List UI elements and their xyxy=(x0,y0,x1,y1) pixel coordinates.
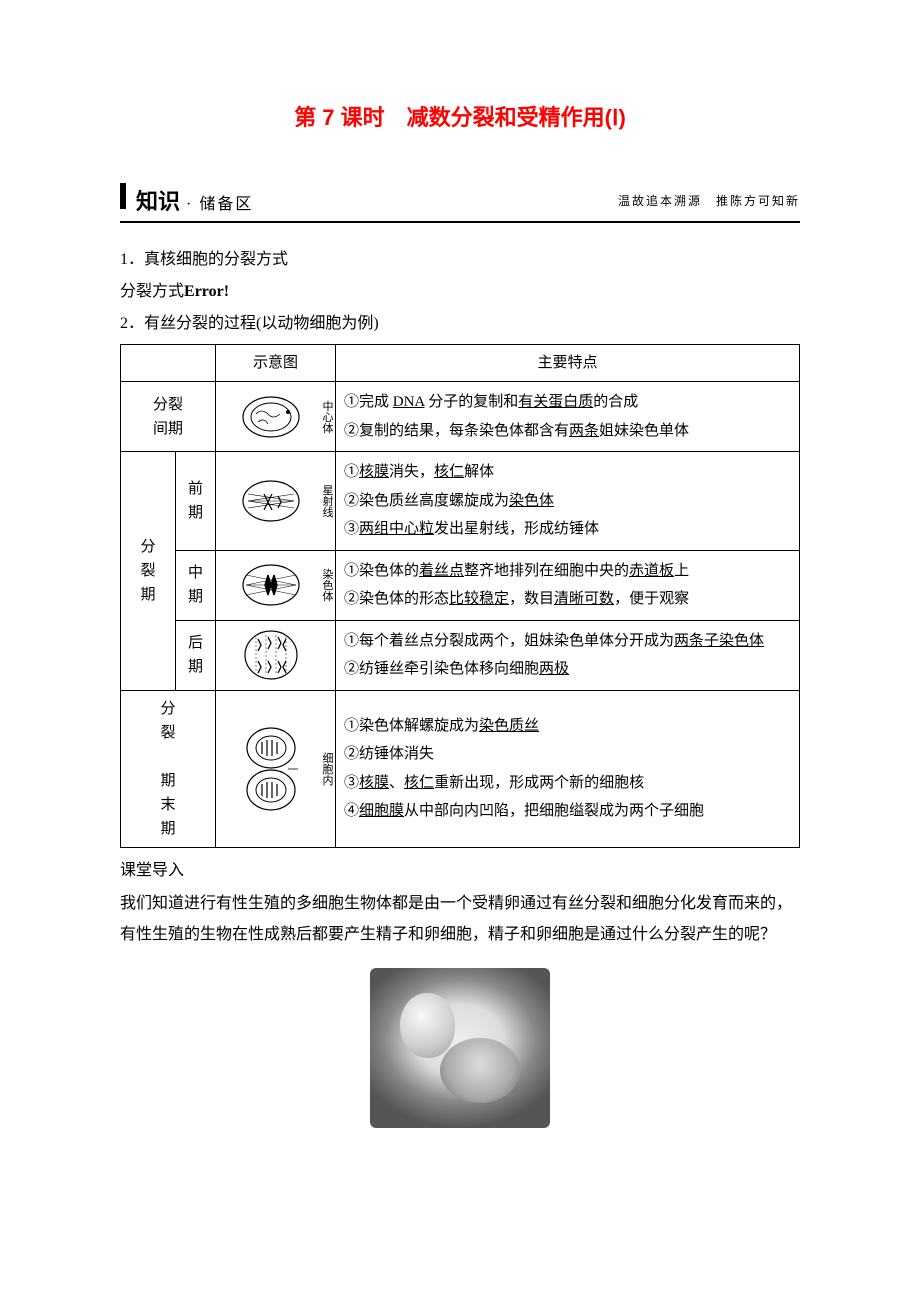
point-1-num: 1． xyxy=(120,251,144,268)
metaphase-cell-icon xyxy=(236,560,316,610)
phase-interphase: 分裂间期 xyxy=(121,382,216,452)
sub-metaphase: 中期 xyxy=(176,550,216,620)
point-1-detail: 分裂方式Error! xyxy=(120,279,800,305)
phase-telophase: 分裂期末期 xyxy=(121,690,216,847)
diagram-prophase: 星射线 xyxy=(216,452,336,551)
error-placeholder: Error! xyxy=(184,283,229,300)
sub-prophase: 前期 xyxy=(176,452,216,551)
row-metaphase: 中期 染色体 ①染色体的着丝点整齐地排列在细胞中央的赤道板上②染色体的形态比较稳… xyxy=(121,550,800,620)
label-centrosome: 中心体 xyxy=(321,400,333,433)
feat-prophase: ①核膜消失，核仁解体②染色质丝高度螺旋成为染色体③两组中心粒发出星射线，形成纺锤… xyxy=(336,452,800,551)
mitosis-table: 示意图 主要特点 分裂间期 中心体 ①完成 DNA 分子的复制和有关蛋白质的合成… xyxy=(120,344,800,848)
sub-anaphase: 后期 xyxy=(176,620,216,690)
diagram-interphase: 中心体 xyxy=(216,382,336,452)
head-diagram: 示意图 xyxy=(216,345,336,382)
row-telophase: 分裂期末期 细胞内 ①染色体解螺旋成为染色质丝②纺锤体消失③核膜、核仁重新出现，… xyxy=(121,690,800,847)
anaphase-cell-icon xyxy=(236,627,316,683)
diagram-metaphase: 染色体 xyxy=(216,550,336,620)
diagram-telophase: 细胞内 xyxy=(216,690,336,847)
label-aster: 星射线 xyxy=(321,484,333,517)
point-1: 1．真核细胞的分裂方式 xyxy=(120,247,800,273)
section-header-left: 知识 · 储备区 xyxy=(120,183,253,219)
point-1-text: 真核细胞的分裂方式 xyxy=(144,251,288,268)
row-anaphase: 后期 ①每个着丝点分裂成两个，姐妹染色单体分开成为两条子染色体②纺锤丝牵引染色体… xyxy=(121,620,800,690)
split-mode-label: 分裂方式 xyxy=(120,283,184,300)
feat-anaphase: ①每个着丝点分裂成两个，姐妹染色单体分开成为两条子染色体②纺锤丝牵引染色体移向细… xyxy=(336,620,800,690)
class-intro-text: 我们知道进行有性生殖的多细胞生物体都是由一个受精卵通过有丝分裂和细胞分化发育而来… xyxy=(120,889,800,950)
label-inside-cell: 细胞内 xyxy=(321,752,333,785)
interphase-cell-icon xyxy=(236,392,316,442)
telophase-cell-icon xyxy=(236,724,316,814)
point-2-num: 2． xyxy=(120,315,144,332)
diagram-anaphase xyxy=(216,620,336,690)
section-motto: 温故追本溯源 推陈方可知新 xyxy=(618,192,800,211)
lesson-title: 第 7 课时 减数分裂和受精作用(Ⅰ) xyxy=(120,100,800,135)
point-2: 2．有丝分裂的过程(以动物细胞为例) xyxy=(120,311,800,337)
phase-division: 分裂期 xyxy=(121,452,176,691)
prophase-cell-icon xyxy=(236,476,316,526)
section-label-sub: · 储备区 xyxy=(186,192,253,218)
label-chromosome: 染色体 xyxy=(321,569,333,602)
intro-photo-wrap xyxy=(120,968,800,1137)
table-head-row: 示意图 主要特点 xyxy=(121,345,800,382)
knowledge-section-header: 知识 · 储备区 温故追本溯源 推陈方可知新 xyxy=(120,183,800,223)
head-features: 主要特点 xyxy=(336,345,800,382)
feat-metaphase: ①染色体的着丝点整齐地排列在细胞中央的赤道板上②染色体的形态比较稳定，数目清晰可… xyxy=(336,550,800,620)
class-intro-heading: 课堂导入 xyxy=(120,858,800,884)
point-2-text: 有丝分裂的过程(以动物细胞为例) xyxy=(144,315,379,332)
mother-baby-photo xyxy=(370,968,550,1128)
row-interphase: 分裂间期 中心体 ①完成 DNA 分子的复制和有关蛋白质的合成②复制的结果，每条… xyxy=(121,382,800,452)
row-prophase: 分裂期 前期 星射线 ①核膜消失，核仁解体②染色质丝高度螺旋成为染色体③两组中心… xyxy=(121,452,800,551)
feat-interphase: ①完成 DNA 分子的复制和有关蛋白质的合成②复制的结果，每条染色体都含有两条姐… xyxy=(336,382,800,452)
section-label-main: 知识 xyxy=(136,184,180,219)
head-blank xyxy=(121,345,216,382)
section-bar-icon xyxy=(120,183,126,209)
feat-telophase: ①染色体解螺旋成为染色质丝②纺锤体消失③核膜、核仁重新出现，形成两个新的细胞核④… xyxy=(336,690,800,847)
